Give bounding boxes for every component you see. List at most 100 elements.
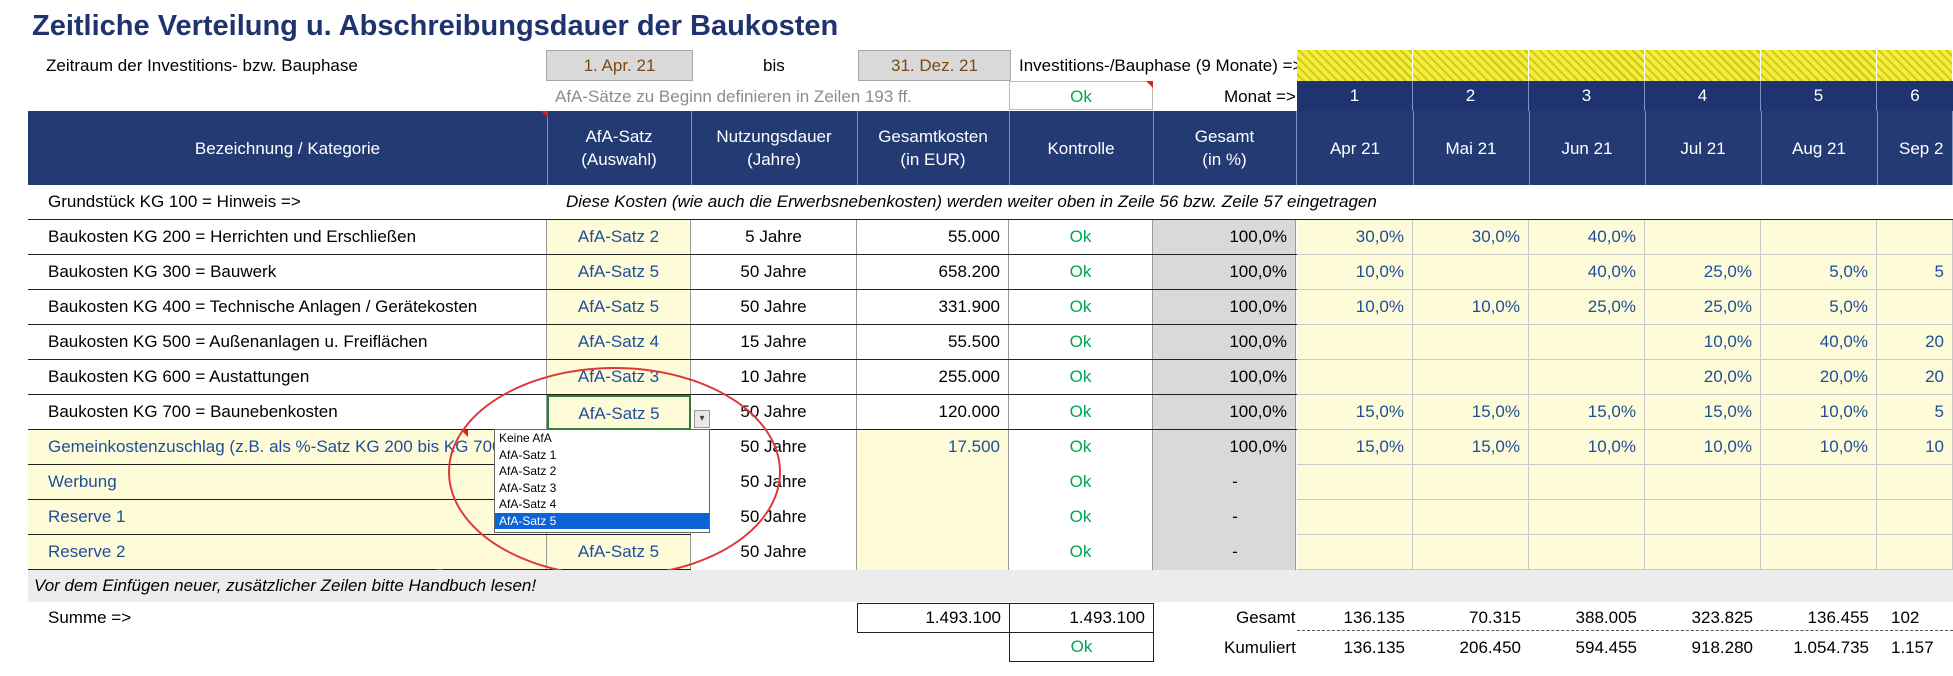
period-label: Zeitraum der Investitions- bzw. Bauphase [46, 56, 358, 75]
pct-cell: - [1153, 465, 1296, 500]
month-value-cell[interactable] [1529, 360, 1645, 395]
month-value-cell[interactable]: 25,0% [1529, 290, 1645, 325]
month-value-cell[interactable] [1413, 500, 1529, 535]
afa-cell[interactable]: AfA-Satz 2 [547, 220, 691, 255]
phase-bar-5 [1761, 50, 1877, 81]
month-value-cell[interactable] [1877, 535, 1953, 570]
month-value-cell[interactable]: 10,0% [1297, 290, 1413, 325]
table-row: Werbung 50 Jahre Ok - [28, 465, 1953, 500]
sum-check: Ok [1009, 632, 1154, 662]
total-cell[interactable] [857, 465, 1009, 500]
month-value-cell[interactable]: 5,0% [1761, 255, 1877, 290]
month-value-cell[interactable]: 30,0% [1413, 220, 1529, 255]
row-name: Baukosten KG 300 = Bauwerk [28, 255, 547, 290]
month-value-cell[interactable] [1529, 535, 1645, 570]
month-value-cell[interactable]: 15,0% [1413, 395, 1529, 430]
gesamt-sum-cell: 323.825 [1691, 608, 1753, 627]
total-cell[interactable]: 17.500 [857, 430, 1009, 465]
month-value-cell[interactable]: 25,0% [1645, 255, 1761, 290]
sum-check-total: 1.493.100 [1009, 603, 1154, 633]
month-value-cell[interactable]: 10,0% [1761, 430, 1877, 465]
month-value-cell[interactable] [1297, 465, 1413, 500]
month-value-cell[interactable] [1877, 465, 1953, 500]
total-cell[interactable] [857, 500, 1009, 535]
month-value-cell[interactable]: 20,0% [1761, 360, 1877, 395]
month-value-cell[interactable]: 15,0% [1529, 395, 1645, 430]
afa-cell[interactable]: AfA-Satz 4 [547, 325, 691, 360]
afa-cell[interactable]: AfA-Satz 5 [547, 290, 691, 325]
month-value-cell[interactable] [1413, 535, 1529, 570]
month-value-cell[interactable] [1413, 465, 1529, 500]
check-cell: Ok [1009, 430, 1153, 465]
start-date-cell[interactable]: 1. Apr. 21 [546, 50, 693, 81]
month-value-cell[interactable]: 15,0% [1297, 430, 1413, 465]
month-value-cell[interactable]: 40,0% [1761, 325, 1877, 360]
month-value-cell[interactable] [1297, 325, 1413, 360]
month-value-cell[interactable] [1297, 535, 1413, 570]
month-value-cell[interactable]: 40,0% [1529, 220, 1645, 255]
table-row: Reserve 2 AfA-Satz 5 50 Jahre Ok - [28, 535, 1953, 570]
month-value-cell[interactable] [1645, 220, 1761, 255]
table-row: Baukosten KG 600 = Austattungen AfA-Satz … [28, 360, 1953, 395]
month-value-cell[interactable]: 20,0% [1645, 360, 1761, 395]
month-value-cell[interactable]: 25,0% [1645, 290, 1761, 325]
month-value-cell[interactable] [1877, 500, 1953, 535]
row-name: Baukosten KG 400 = Technische Anlagen / … [28, 290, 547, 325]
month-value-cell[interactable]: 5,0% [1761, 290, 1877, 325]
month-value-cell[interactable] [1297, 360, 1413, 395]
month-value-cell[interactable] [1529, 325, 1645, 360]
month-value-cell[interactable] [1413, 255, 1529, 290]
month-value-cell[interactable]: 15,0% [1413, 430, 1529, 465]
month-value-cell[interactable] [1413, 360, 1529, 395]
month-value-cell[interactable] [1761, 465, 1877, 500]
gesamt-sum-cell: 136.455 [1807, 608, 1869, 627]
month-value-cell[interactable]: 10,0% [1297, 255, 1413, 290]
col-header-total: Gesamtkosten (in EUR) [857, 111, 1010, 185]
comment-marker [541, 111, 548, 118]
month-value-cell[interactable] [1645, 535, 1761, 570]
month-value-cell[interactable]: 20 [1877, 360, 1953, 395]
month-value-cell[interactable]: 10 [1877, 430, 1953, 465]
end-date-cell[interactable]: 31. Dez. 21 [858, 50, 1011, 81]
month-value-cell[interactable] [1761, 500, 1877, 535]
month-value-cell[interactable] [1645, 500, 1761, 535]
month-label: Monat => [1224, 87, 1296, 106]
table-header: Bezeichnung / Kategorie AfA-Satz (Auswahl… [28, 111, 1953, 185]
month-value-cell[interactable]: 10,0% [1761, 395, 1877, 430]
kumuliert-sum-cell: 594.455 [1575, 638, 1637, 657]
month-value-cell[interactable]: 15,0% [1297, 395, 1413, 430]
month-value-cell[interactable] [1297, 500, 1413, 535]
table-row: Baukosten KG 400 = Technische Anlagen / … [28, 290, 1953, 325]
month-value-cell[interactable]: 20 [1877, 325, 1953, 360]
total-cell[interactable] [857, 535, 1009, 570]
gesamt-label: Gesamt [1236, 608, 1296, 627]
month-value-cell[interactable]: 10,0% [1529, 430, 1645, 465]
pct-cell: 100,0% [1153, 255, 1296, 290]
month-value-cell[interactable]: 40,0% [1529, 255, 1645, 290]
table-row: Gemeinkostenzuschlag (z.B. als %-Satz KG… [28, 430, 1953, 465]
kumuliert-label: Kumuliert [1224, 638, 1296, 657]
month-value-cell[interactable] [1877, 290, 1953, 325]
month-value-cell[interactable]: 10,0% [1413, 290, 1529, 325]
month-value-cell[interactable]: 15,0% [1645, 395, 1761, 430]
row-name[interactable]: Reserve 2 [28, 535, 547, 570]
month-value-cell[interactable] [1761, 535, 1877, 570]
month-value-cell[interactable] [1645, 465, 1761, 500]
phase-label: Investitions-/Bauphase (9 Monate) => [1019, 56, 1303, 75]
month-value-cell[interactable] [1529, 465, 1645, 500]
month-value-cell[interactable] [1529, 500, 1645, 535]
month-value-cell[interactable]: 10,0% [1645, 325, 1761, 360]
month-value-cell[interactable]: 10,0% [1645, 430, 1761, 465]
afa-cell[interactable]: AfA-Satz 5 [547, 255, 691, 290]
month-value-cell[interactable]: 30,0% [1297, 220, 1413, 255]
sum-label: Summe => [48, 608, 132, 627]
month-number: 3 [1529, 81, 1645, 111]
month-value-cell[interactable]: 5 [1877, 395, 1953, 430]
kumuliert-sum-cell: 1.054.735 [1793, 638, 1869, 657]
nutzungsdauer-cell: 50 Jahre [691, 290, 857, 325]
month-value-cell[interactable] [1413, 325, 1529, 360]
row-name: Baukosten KG 500 = Außenanlagen u. Freif… [28, 325, 547, 360]
month-value-cell[interactable]: 5 [1877, 255, 1953, 290]
month-value-cell[interactable] [1877, 220, 1953, 255]
month-value-cell[interactable] [1761, 220, 1877, 255]
